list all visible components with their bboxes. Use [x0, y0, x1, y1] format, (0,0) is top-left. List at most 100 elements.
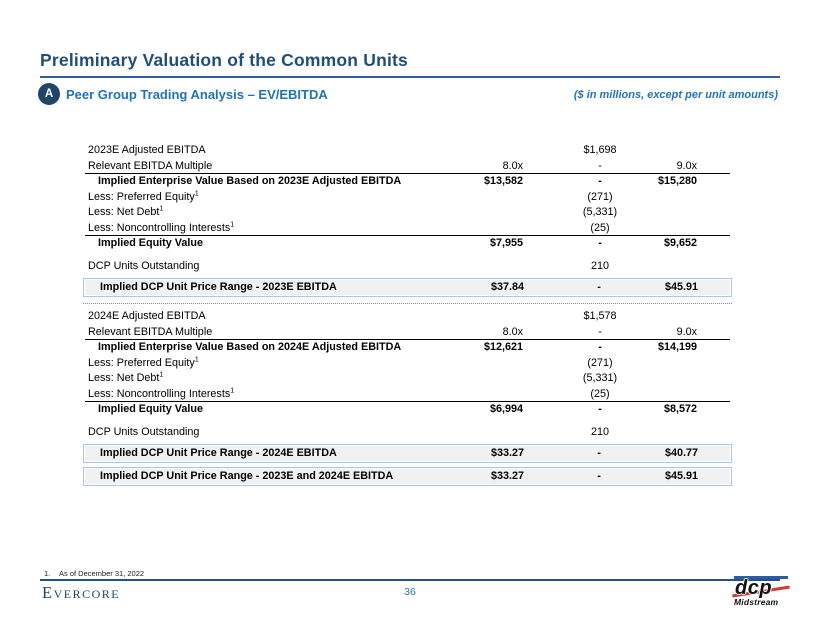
table-row: Implied Equity Value $6,994 - $8,572	[85, 402, 730, 418]
cell-high: $14,199	[657, 341, 697, 353]
row-label-text: Less: Preferred Equity	[88, 356, 195, 369]
section-badge: A	[38, 83, 60, 105]
table-row: Less: Net Debt1 (5,331)	[85, 205, 730, 221]
cell-mid: 210	[590, 425, 609, 438]
section-divider	[83, 303, 732, 304]
cell-low: $33.27	[490, 470, 524, 482]
cell-mid: (271)	[587, 190, 613, 203]
cell-mid: -	[598, 325, 602, 338]
row-label-text: Implied Equity Value	[98, 403, 203, 415]
row-label: Less: Net Debt1	[85, 371, 164, 384]
cell-mid: $1,578	[583, 310, 617, 322]
cell-mid: -	[597, 281, 601, 293]
row-label-text: Implied Equity Value	[98, 237, 203, 249]
row-label-text: Relevant EBITDA Multiple	[88, 159, 213, 172]
table-row: DCP Units Outstanding 210	[85, 259, 730, 275]
table-row: DCP Units Outstanding 210	[85, 425, 730, 441]
row-label-text: Implied Enterprise Value Based on 2024E …	[98, 341, 402, 353]
row-label: Implied DCP Unit Price Range - 2024E EBI…	[84, 447, 337, 459]
row-label-text: DCP Units Outstanding	[88, 259, 200, 272]
row-label: Implied Enterprise Value Based on 2023E …	[85, 175, 401, 187]
footnote-ref: 1	[194, 189, 199, 197]
cell-mid: (271)	[587, 356, 613, 369]
title-divider	[40, 76, 780, 78]
cell-mid: -	[598, 237, 602, 249]
footer-divider	[40, 579, 780, 581]
footnote-ref: 1	[230, 386, 235, 394]
table-row: Implied Enterprise Value Based on 2023E …	[85, 174, 730, 190]
cell-high: $9,652	[663, 237, 697, 249]
row-label-text: 2024E Adjusted EBITDA	[88, 310, 206, 322]
row-label-text: Less: Net Debt	[88, 206, 160, 218]
cell-low: $6,994	[489, 403, 523, 415]
cell-mid: -	[598, 403, 602, 415]
table-row: Less: Noncontrolling Interests1 (25)	[85, 220, 730, 236]
cell-mid: (25)	[590, 387, 610, 400]
cell-mid: -	[598, 341, 602, 353]
row-label-text: Less: Preferred Equity	[88, 190, 195, 203]
footnote-ref: 1	[194, 355, 199, 363]
cell-low: $13,582	[483, 175, 523, 187]
dcp-logo-wordmark: dcp	[735, 577, 773, 599]
row-label-text: Less: Net Debt	[88, 372, 160, 384]
cell-mid: -	[598, 175, 602, 187]
row-label: Implied Equity Value	[85, 237, 203, 249]
table-row: Less: Preferred Equity1 (271)	[85, 356, 730, 372]
dcp-midstream-logo: dcp Midstream	[732, 576, 790, 612]
row-label: Less: Preferred Equity1	[85, 355, 199, 369]
cell-low: $7,955	[489, 237, 523, 249]
table-row: Implied DCP Unit Price Range - 2024E EBI…	[83, 444, 732, 463]
row-label: Less: Net Debt1	[85, 205, 164, 218]
cell-low: $12,621	[483, 341, 523, 353]
footnote-ref: 1	[159, 371, 164, 379]
cell-low: $37.84	[490, 281, 524, 293]
footnote-marker: 1.	[44, 569, 51, 578]
row-label-text: DCP Units Outstanding	[88, 425, 200, 438]
footnote-text: As of December 31, 2022	[59, 569, 145, 578]
row-label-text: Implied DCP Unit Price Range - 2023E and…	[100, 470, 394, 482]
evercore-logo: Evercore	[42, 583, 121, 602]
row-label: DCP Units Outstanding	[85, 260, 199, 272]
table-row: Less: Preferred Equity1 (271)	[85, 190, 730, 206]
table-row: Implied Enterprise Value Based on 2024E …	[85, 340, 730, 356]
row-label-text: Relevant EBITDA Multiple	[88, 325, 213, 338]
section-title: Peer Group Trading Analysis – EV/EBITDA	[66, 87, 328, 102]
row-label: 2023E Adjusted EBITDA	[85, 144, 206, 156]
cell-low: $33.27	[490, 447, 524, 459]
row-label-text: Less: Noncontrolling Interests	[88, 221, 231, 234]
table-row: Implied DCP Unit Price Range - 2023E and…	[83, 467, 732, 486]
row-label: Relevant EBITDA Multiple	[85, 326, 212, 338]
cell-high: $8,572	[663, 403, 697, 415]
row-label: Implied Equity Value	[85, 403, 203, 415]
cell-mid: (25)	[590, 221, 610, 234]
table-row: Less: Net Debt1 (5,331)	[85, 371, 730, 387]
row-label: Less: Preferred Equity1	[85, 189, 199, 203]
cell-high: 9.0x	[676, 325, 697, 338]
dcp-logo-bar	[734, 576, 788, 579]
table-row: Implied Equity Value $7,955 - $9,652	[85, 236, 730, 252]
table-row: Relevant EBITDA Multiple 8.0x - 9.0x	[85, 159, 730, 174]
table-row: 2024E Adjusted EBITDA $1,578	[85, 309, 730, 325]
cell-mid: -	[598, 159, 602, 172]
page-title: Preliminary Valuation of the Common Unit…	[40, 50, 408, 70]
cell-mid: (5,331)	[582, 372, 618, 384]
row-label-text: Implied DCP Unit Price Range - 2023E EBI…	[100, 281, 337, 293]
cell-mid: -	[597, 470, 601, 482]
cell-high: 9.0x	[676, 159, 697, 172]
table-row: 2023E Adjusted EBITDA $1,698	[85, 143, 730, 159]
cell-low: 8.0x	[502, 159, 523, 172]
table-row: Implied DCP Unit Price Range - 2023E EBI…	[83, 278, 732, 297]
cell-mid: $1,698	[583, 144, 617, 156]
cell-high: $45.91	[664, 470, 698, 482]
cell-mid: -	[597, 447, 601, 459]
row-label: DCP Units Outstanding	[85, 426, 199, 438]
footnote-ref: 1	[159, 205, 164, 213]
cell-mid: 210	[590, 259, 609, 272]
valuation-table: 2023E Adjusted EBITDA $1,698 Relevant EBIT…	[83, 143, 732, 486]
footnote-ref: 1	[230, 220, 235, 228]
dcp-logo-subtitle: Midstream	[734, 597, 779, 607]
cell-high: $45.91	[664, 281, 698, 293]
row-label-text: 2023E Adjusted EBITDA	[88, 144, 206, 156]
table-row: Less: Noncontrolling Interests1 (25)	[85, 386, 730, 402]
